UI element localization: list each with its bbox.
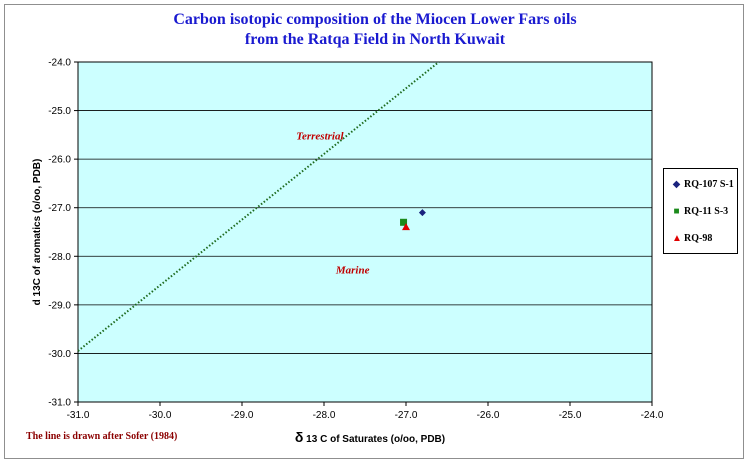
legend-marker-diamond-icon: ◆ — [672, 179, 681, 190]
data-point-square — [400, 218, 408, 226]
reference-line — [77, 61, 440, 352]
y-tick-label: -29.0 — [48, 300, 71, 311]
x-tick-label: -30.0 — [149, 410, 172, 421]
y-tick-label: -28.0 — [48, 252, 71, 263]
legend-item: ◆ RQ-107 S-1 — [672, 178, 734, 192]
x-tick-label: -31.0 — [67, 410, 90, 421]
legend-marker-triangle-icon: ▲ — [672, 233, 682, 244]
annotation-terrestrial: Terrestrial — [296, 131, 344, 143]
x-tick-label: -29.0 — [231, 410, 254, 421]
annotation-marine: Marine — [335, 264, 370, 276]
x-tick-label: -24.0 — [641, 410, 664, 421]
x-tick-label: -28.0 — [313, 410, 336, 421]
x-tick-label: -25.0 — [559, 410, 582, 421]
data-point-triangle — [402, 223, 410, 231]
legend-item: ▲ RQ-98 — [672, 232, 712, 246]
y-tick-label: -27.0 — [48, 203, 71, 214]
plot-area — [77, 61, 653, 403]
chart-title: Carbon isotopic composition of the Mioce… — [0, 10, 750, 50]
x-tick-label: -27.0 — [395, 410, 418, 421]
legend: ◆ RQ-107 S-1 ■ RQ-11 S-3 ▲ RQ-98 — [663, 168, 738, 254]
data-point-diamond — [418, 209, 426, 217]
chart-title-line-1: Carbon isotopic composition of the Mioce… — [173, 11, 577, 28]
y-tick-label: -30.0 — [48, 349, 71, 360]
y-tick-label: -24.0 — [48, 58, 71, 69]
legend-label: RQ-98 — [684, 233, 713, 244]
y-tick-label: -25.0 — [48, 106, 71, 117]
x-tick-label: -26.0 — [477, 410, 500, 421]
legend-marker-square-icon: ■ — [673, 206, 680, 217]
y-tick-label: -31.0 — [48, 398, 71, 409]
legend-item: ■ RQ-11 S-3 — [672, 205, 728, 219]
y-axis-label: d 13C of aromatics (o/oo, PDB) — [32, 159, 43, 306]
source-note: The line is drawn after Sofer (1984) — [26, 431, 178, 442]
x-axis-label: δ 13 C of Saturates (o/oo, PDB) — [295, 429, 445, 445]
legend-label: RQ-11 S-3 — [684, 206, 729, 217]
y-tick-label: -26.0 — [48, 155, 71, 166]
legend-label: RQ-107 S-1 — [684, 179, 734, 190]
chart-title-line-2: from the Ratqa Field in North Kuwait — [244, 31, 506, 48]
